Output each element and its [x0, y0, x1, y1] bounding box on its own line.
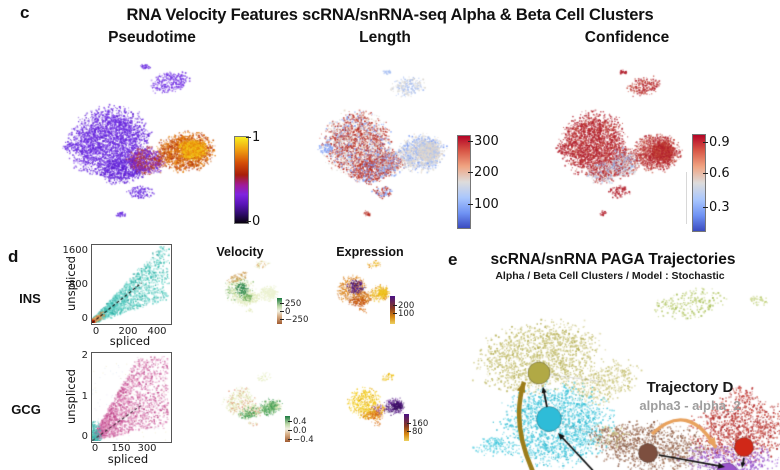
gcg-ytick: 2 [81, 350, 88, 361]
trajectory-annotation-subtitle: alpha3 - alpha_2 [639, 398, 741, 413]
gcg-phase-scatter [92, 353, 170, 441]
ins-expression-cb-tick: 200 [392, 301, 415, 311]
confidence-colorbar [692, 134, 706, 232]
gcg-velocity-umap [208, 364, 290, 444]
ins-velocity-cb-tick: 0 [279, 307, 291, 317]
ins-velocity-cb-tick: −250 [279, 315, 309, 325]
gcg-velocity-cb-tick: −0.4 [288, 435, 314, 445]
panel-e-label: e [448, 250, 458, 269]
panel-c-label: c [20, 3, 30, 22]
pseudotime-cb-tick: 1 [245, 130, 261, 145]
confidence-cb-tick: 0.3 [703, 200, 730, 215]
confidence-title: Confidence [584, 29, 670, 46]
length-cb-tick: 200 [468, 165, 499, 180]
ins-xtick: 200 [118, 326, 138, 337]
ins-ytick: 0 [81, 313, 88, 324]
gcg-expression-cb-tick: 160 [406, 419, 429, 429]
gcg-xtick: 150 [111, 443, 131, 454]
confidence-axis-spine [686, 172, 687, 224]
length-title: Length [359, 29, 411, 46]
gcg-xtick: 300 [137, 443, 157, 454]
ins-expression-cb-tick: 100 [392, 309, 415, 319]
panel-d-label: d [8, 247, 19, 266]
ins-expression-umap [322, 252, 398, 330]
panel-e-title: scRNA/snRNA PAGA Trajectories [490, 251, 736, 268]
gene-label-ins: INS [19, 291, 41, 306]
ins-ytick: 1600 [62, 245, 88, 256]
ins-phase-scatter [92, 245, 170, 323]
length-cb-tick: 300 [468, 134, 499, 149]
pseudotime-title: Pseudotime [108, 29, 196, 46]
panel-c-title: RNA Velocity Features scRNA/snRNA-seq Al… [126, 6, 654, 24]
ins-velocity-cb-tick: 250 [279, 299, 302, 309]
gcg-velocity-colorbar [285, 416, 290, 442]
length-umap [283, 58, 455, 238]
ins-phase-plot-frame [91, 244, 172, 325]
trajectory-annotation-title: Trajectory D [646, 379, 734, 396]
gcg-ylabel: unspliced [64, 369, 78, 425]
pseudotime-umap [30, 52, 235, 240]
ins-ytick: 800 [68, 279, 88, 290]
gcg-xtick: 0 [91, 443, 99, 454]
ins-velocity-colorbar [277, 298, 282, 324]
gcg-velocity-cb-tick: 0.0 [288, 426, 307, 436]
panel-e-subtitle: Alpha / Beta Cell Clusters / Model : Sto… [495, 270, 725, 282]
length-cb-tick: 100 [468, 197, 499, 212]
ins-xlabel: spliced [109, 334, 151, 348]
confidence-umap [522, 58, 690, 238]
ins-xtick: 400 [147, 326, 167, 337]
ins-expression-colorbar [390, 296, 395, 324]
ins-ylabel: unspliced [64, 256, 78, 312]
gcg-expression-cb-tick: 80 [407, 427, 423, 437]
gcg-xlabel: spliced [107, 452, 149, 466]
gene-label-gcg: GCG [11, 402, 41, 417]
gcg-expression-umap [332, 364, 414, 444]
confidence-cb-tick: 0.6 [703, 166, 730, 181]
pseudotime-colorbar [234, 136, 249, 224]
length-colorbar [457, 135, 471, 229]
paga-trajectory-umap [440, 286, 780, 470]
gcg-expression-colorbar [404, 414, 409, 441]
gcg-ytick: 0 [81, 431, 88, 442]
gcg-phase-plot-frame [91, 352, 172, 443]
ins-xtick: 0 [92, 326, 100, 337]
confidence-cb-tick: 0.9 [703, 135, 730, 150]
ins-velocity-umap [210, 252, 286, 330]
gcg-ytick: 1 [81, 391, 88, 402]
gcg-velocity-cb-tick: 0.4 [288, 417, 307, 427]
pseudotime-cb-tick: 0 [245, 214, 261, 229]
